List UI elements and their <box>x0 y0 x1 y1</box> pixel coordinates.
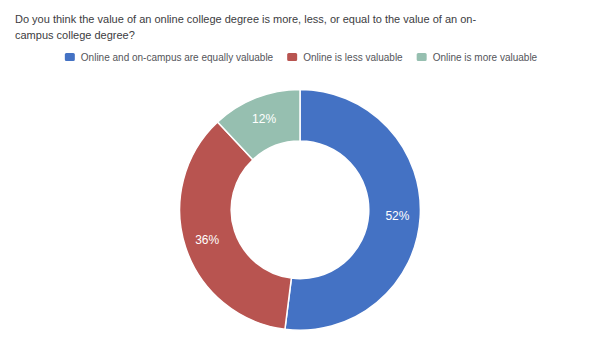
svg-text:campus college degree?: campus college degree? <box>15 29 135 41</box>
svg-text:52%: 52% <box>385 209 409 223</box>
svg-text:36%: 36% <box>195 233 219 247</box>
svg-text:Online is less valuable: Online is less valuable <box>303 52 403 63</box>
svg-text:12%: 12% <box>252 112 276 126</box>
svg-text:Online is more valuable: Online is more valuable <box>433 52 538 63</box>
svg-text:Do you think the value of an o: Do you think the value of an online coll… <box>15 13 476 25</box>
svg-text:Online and on-campus are equal: Online and on-campus are equally valuabl… <box>81 52 274 63</box>
